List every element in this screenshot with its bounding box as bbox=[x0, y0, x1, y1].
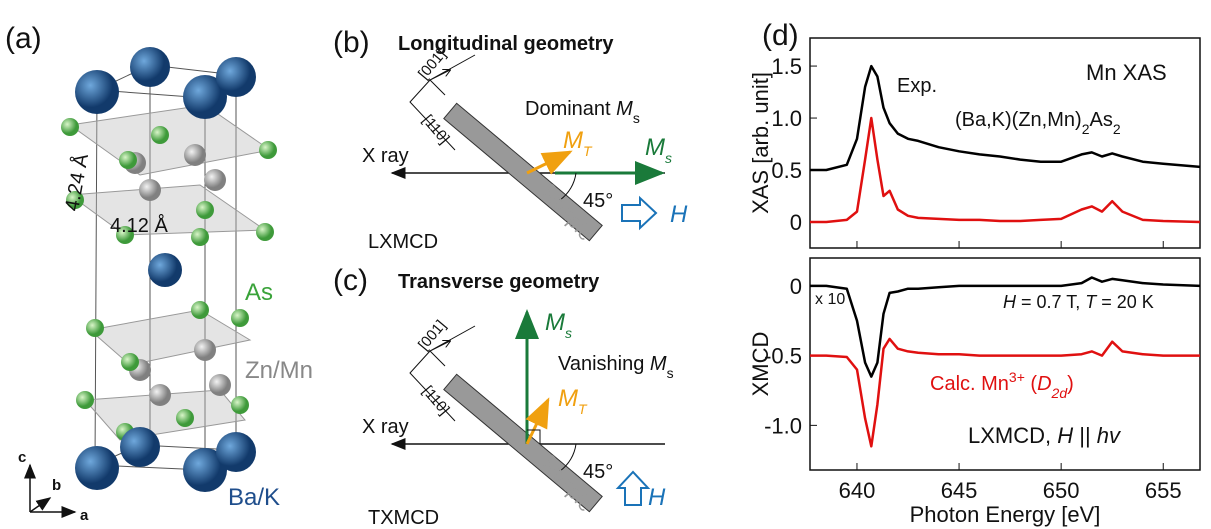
y-axis-label: XMCD bbox=[748, 332, 773, 397]
annotation: Calc. Mn3+ (D2d) bbox=[930, 369, 1074, 401]
y-axis-label: XAS [arb. unit] bbox=[748, 72, 773, 214]
atom-label: Zn/Mn bbox=[245, 357, 313, 384]
panel-label: (b) bbox=[333, 26, 370, 59]
y-tick-label: 1.0 bbox=[771, 106, 802, 131]
figure: (a) 4.24 Å 4.12 Å As Zn/Mn Ba/K c b a (b… bbox=[0, 0, 1211, 529]
xray-label: X ray bbox=[362, 145, 409, 167]
h-label: H bbox=[670, 201, 688, 228]
y-tick-label: 0 bbox=[790, 210, 802, 235]
panel-label: (d) bbox=[762, 19, 799, 52]
axis-label: b bbox=[52, 477, 61, 494]
ms-label: Ms bbox=[545, 309, 572, 341]
mode-label: TXMCD bbox=[368, 507, 439, 529]
annotation: Vanishing Ms bbox=[558, 353, 674, 381]
y-tick-label: 0 bbox=[790, 274, 802, 299]
axis-label: c bbox=[18, 449, 26, 466]
annotation: H = 0.7 T, T = 20 K bbox=[1003, 292, 1154, 312]
y-tick-label: 0.5 bbox=[771, 158, 802, 183]
x-tick-label: 645 bbox=[941, 478, 978, 503]
h-label: H bbox=[648, 484, 666, 511]
y-tick-label: -1.0 bbox=[764, 413, 802, 438]
sample-label: Sample bbox=[536, 179, 596, 245]
panel-a: (a) 4.24 Å 4.12 Å As Zn/Mn Ba/K c b a bbox=[5, 22, 313, 524]
angle-label: 45° bbox=[583, 461, 613, 483]
spectrum-line bbox=[810, 118, 1200, 222]
lattice-label: 4.12 Å bbox=[110, 214, 168, 237]
x-tick-label: 650 bbox=[1043, 478, 1080, 503]
panel-title: Transverse geometry bbox=[398, 271, 600, 293]
x-axis-label: Photon Energy [eV] bbox=[910, 502, 1101, 527]
x-tick-label: 655 bbox=[1145, 478, 1182, 503]
annotation: Dominant Ms bbox=[525, 98, 640, 126]
annotation: x 10 bbox=[815, 291, 845, 308]
sample-label: Sample bbox=[536, 450, 596, 516]
annotation: Mn XAS bbox=[1086, 60, 1167, 85]
atom-label: As bbox=[245, 279, 273, 306]
panel-label: (a) bbox=[5, 22, 42, 55]
atom-label: Ba/K bbox=[228, 484, 280, 511]
mode-label: LXMCD bbox=[368, 231, 438, 253]
panel-d: (d) Mn XAS Exp. (Ba,K)(Zn,Mn)2As2 x 10 H… bbox=[762, 19, 1167, 448]
annotation: (Ba,K)(Zn,Mn)2As2 bbox=[955, 109, 1121, 137]
y-tick-label: 1.5 bbox=[771, 54, 802, 79]
xray-label: X ray bbox=[362, 416, 409, 438]
panel-b: (b) Longitudinal geometry [001] [110] Do… bbox=[333, 26, 688, 253]
axis-label: a bbox=[80, 507, 89, 524]
annotation: Exp. bbox=[897, 75, 937, 97]
direction-label: [001] bbox=[415, 317, 449, 353]
panel-label: (c) bbox=[333, 264, 368, 297]
angle-label: 45° bbox=[583, 190, 613, 212]
mt-label: MT bbox=[558, 385, 588, 417]
panel-c: (c) Transverse geometry [001] [110] Ms V… bbox=[333, 264, 674, 529]
x-tick-label: 640 bbox=[839, 478, 876, 503]
panel-title: Longitudinal geometry bbox=[398, 33, 614, 55]
ms-label: Ms bbox=[645, 134, 672, 166]
annotation: LXMCD, H || hv bbox=[968, 423, 1122, 448]
